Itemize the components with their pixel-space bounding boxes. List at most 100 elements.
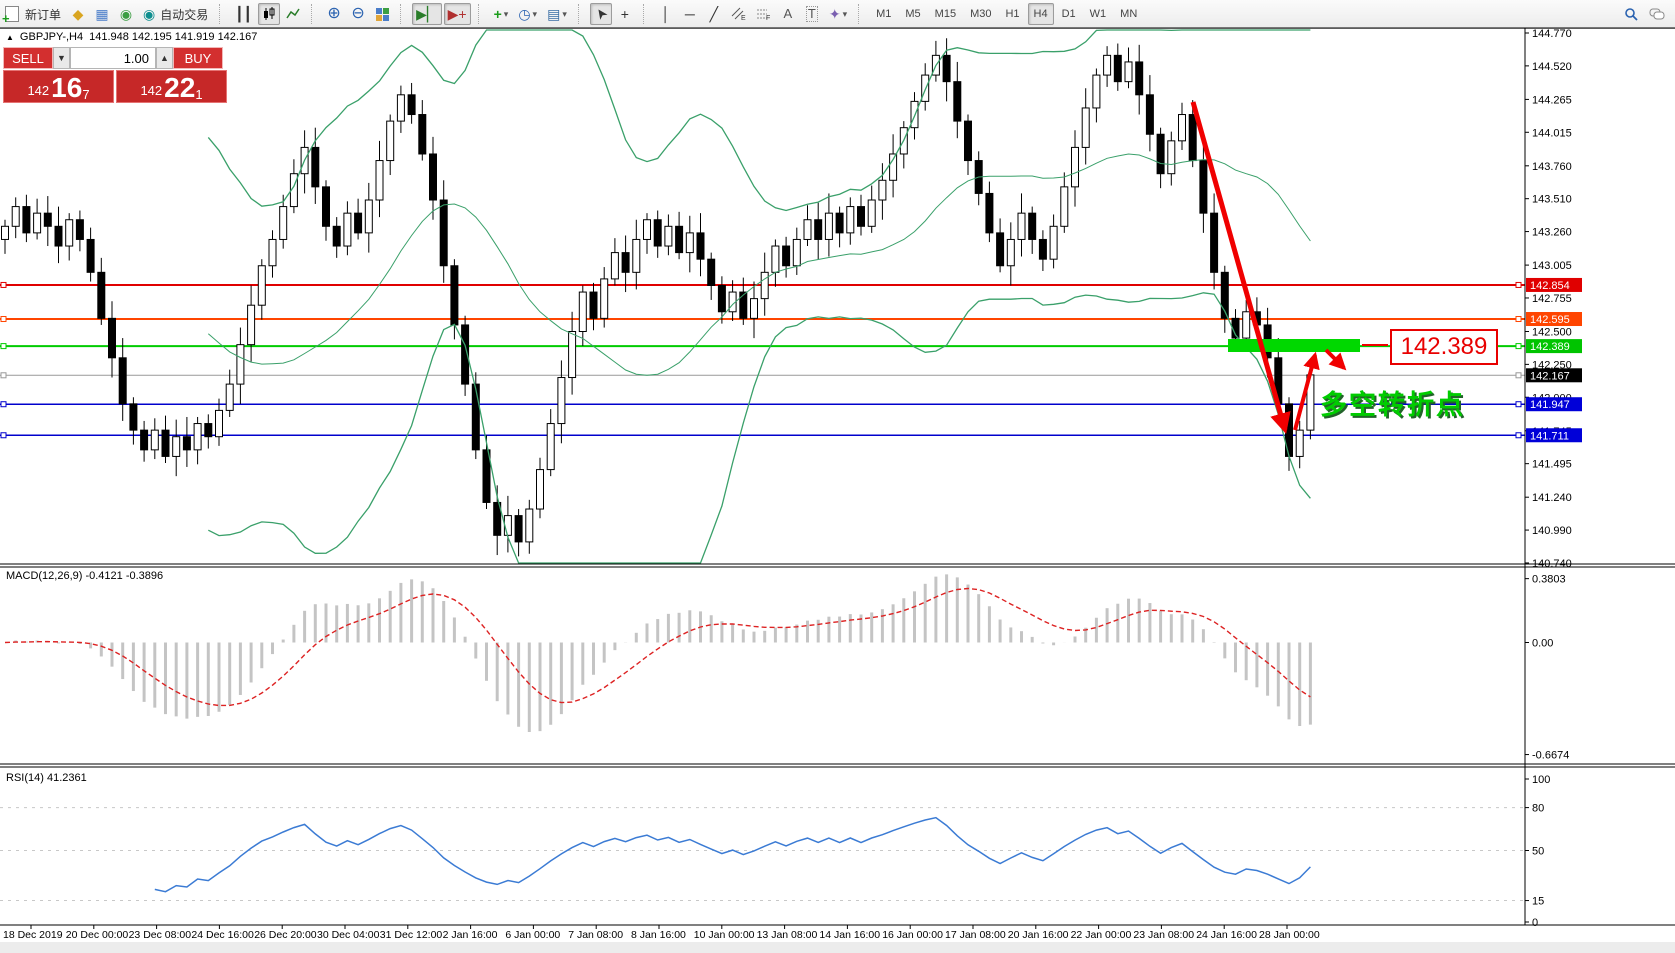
volume-input[interactable] [70, 47, 156, 69]
channel-button[interactable]: E [727, 3, 750, 25]
zoom-out-button[interactable]: ⊖ [347, 3, 369, 25]
search-icon [1625, 7, 1638, 21]
indicators-icon: + [493, 6, 502, 22]
trendline-button[interactable]: ╱ [703, 3, 725, 25]
macd-tick: -0.6674 [1532, 750, 1569, 762]
timeframe-h4[interactable]: H4 [1027, 3, 1054, 25]
down-trend-arrow[interactable] [1190, 101, 1291, 435]
vertical-line-button[interactable]: │ [655, 3, 677, 25]
signals-button[interactable]: ◉ [115, 3, 137, 25]
toolbar-separator [642, 4, 651, 24]
time-axis[interactable]: 18 Dec 2019 20 Dec 00:00 23 Dec 08:00 24 De… [3, 925, 1320, 941]
templates-button[interactable]: ▤ ▾ [543, 3, 571, 25]
one-click-trading-panel: SELL ▼ ▲ BUY 142 16 7 142 22 1 [3, 47, 227, 103]
sell-price-sup: 7 [82, 87, 90, 102]
bar-chart-button[interactable]: ┃┃ [231, 3, 256, 25]
buy-price-display[interactable]: 142 22 1 [116, 70, 227, 103]
candlestick-chart-button[interactable] [258, 3, 281, 25]
templates-icon: ▤ [547, 6, 561, 22]
buy-price-sup: 1 [195, 87, 203, 102]
chat-button[interactable] [1645, 3, 1669, 25]
time-tick: 24 Jan 16:00 [1196, 929, 1257, 941]
bar-chart-icon: ┃┃ [235, 6, 253, 22]
price-tick: 144.770 [1532, 28, 1572, 40]
toolbar-separator [477, 4, 486, 24]
rebound-up-arrow[interactable] [1293, 351, 1320, 431]
zoom-in-button[interactable]: ⊕ [323, 3, 345, 25]
sell-button[interactable]: SELL [3, 47, 53, 69]
trendline-icon: ╱ [709, 6, 719, 22]
volume-increase-button[interactable]: ▲ [156, 47, 173, 69]
horizontal-level-lines[interactable] [0, 281, 1525, 439]
pullback-arrow[interactable] [1324, 348, 1347, 371]
time-tick: 23 Dec 08:00 [129, 929, 192, 941]
timeframe-m15[interactable]: M15 [934, 8, 957, 20]
toolbar-separator [577, 4, 586, 24]
profiles-icon: ▦ [95, 6, 109, 22]
timeframe-w1[interactable]: W1 [1089, 8, 1107, 20]
text-button[interactable]: A [777, 3, 799, 25]
main-toolbar: 新订单 ◆ ▦ ◉ ◉ 自动交易 ┃┃ ⊕ ⊖ ▶▏ ▶+ +▾ ◷▾ ▤▾ ➤… [0, 0, 1675, 29]
chart-shift-button[interactable]: ▶+ [443, 3, 471, 25]
horizontal-line-icon: ─ [684, 6, 695, 22]
price-callout-label[interactable]: 142.389 [1390, 329, 1498, 365]
sell-price-display[interactable]: 142 16 7 [3, 70, 114, 103]
time-tick: 30 Dec 04:00 [317, 929, 380, 941]
periods-button[interactable]: ◷ ▾ [514, 3, 541, 25]
auto-scroll-button[interactable]: ▶▏ [412, 3, 442, 25]
timeframe-d1[interactable]: D1 [1061, 8, 1076, 20]
cursor-button[interactable]: ➤ [589, 3, 612, 25]
time-tick: 16 Jan 00:00 [882, 929, 943, 941]
candlestick-icon [264, 7, 275, 20]
search-button[interactable] [1620, 3, 1643, 25]
sell-price-big: 16 [51, 72, 83, 103]
dropdown-arrow-icon: ▾ [842, 8, 848, 19]
turning-point-annotation[interactable]: 多空转折点 [1320, 390, 1465, 420]
macd-indicator [4, 574, 1312, 733]
new-order-button[interactable]: 新订单 [1, 3, 65, 26]
sell-price-base: 142 [27, 83, 50, 98]
timeframe-m1[interactable]: M1 [876, 8, 892, 20]
svg-text:F: F [766, 15, 770, 21]
price-axis[interactable]: 144.770 144.520 144.265 144.015 143.760 143.5… [1525, 28, 1582, 929]
collapse-panel-icon[interactable]: ▲ [6, 32, 14, 42]
styles-button[interactable]: ◆ [67, 3, 89, 25]
auto-trading-icon: ◉ [143, 6, 156, 22]
text-label-button[interactable]: T [801, 3, 823, 25]
auto-trading-button[interactable]: ◉ 自动交易 [139, 3, 212, 25]
dropdown-arrow-icon: ▾ [532, 8, 538, 19]
buy-button[interactable]: BUY [173, 47, 223, 69]
timeframe-h1[interactable]: H1 [1005, 8, 1020, 20]
drawing-objects[interactable] [1190, 101, 1388, 435]
rsi-indicator [0, 807, 1525, 902]
profiles-button[interactable]: ▦ [91, 3, 113, 25]
horizontal-line-button[interactable]: ─ [679, 3, 701, 25]
volume-decrease-button[interactable]: ▼ [53, 47, 70, 69]
timeframe-m5[interactable]: M5 [905, 8, 921, 20]
fibonacci-icon: F [756, 9, 770, 21]
styles-icon: ◆ [72, 6, 84, 22]
tile-windows-button[interactable] [371, 3, 393, 25]
crosshair-button[interactable]: + [614, 3, 636, 25]
price-tick: 144.520 [1532, 61, 1572, 73]
vertical-line-icon: │ [661, 6, 671, 22]
line-chart-button[interactable] [282, 3, 304, 25]
dropdown-arrow-icon: ▾ [503, 8, 509, 19]
time-tick: 31 Dec 12:00 [380, 929, 443, 941]
price-badge: 142.854 [1530, 280, 1570, 292]
bollinger-bands [207, 29, 1311, 564]
time-tick: 6 Jan 00:00 [505, 929, 560, 941]
window-bottom-strip [0, 942, 1675, 953]
signals-icon: ◉ [119, 6, 133, 22]
time-tick: 14 Jan 16:00 [819, 929, 880, 941]
fibonacci-button[interactable]: F [752, 3, 775, 25]
time-tick: 17 Jan 08:00 [945, 929, 1006, 941]
arrows-button[interactable]: ✦ ▾ [825, 3, 851, 25]
indicators-button[interactable]: + ▾ [490, 3, 513, 25]
toolbar-separator [400, 4, 408, 24]
auto-scroll-icon: ▶▏ [416, 6, 438, 22]
timeframe-m30[interactable]: M30 [970, 8, 992, 20]
timeframe-mn[interactable]: MN [1120, 8, 1138, 20]
candlesticks [1, 38, 1315, 557]
